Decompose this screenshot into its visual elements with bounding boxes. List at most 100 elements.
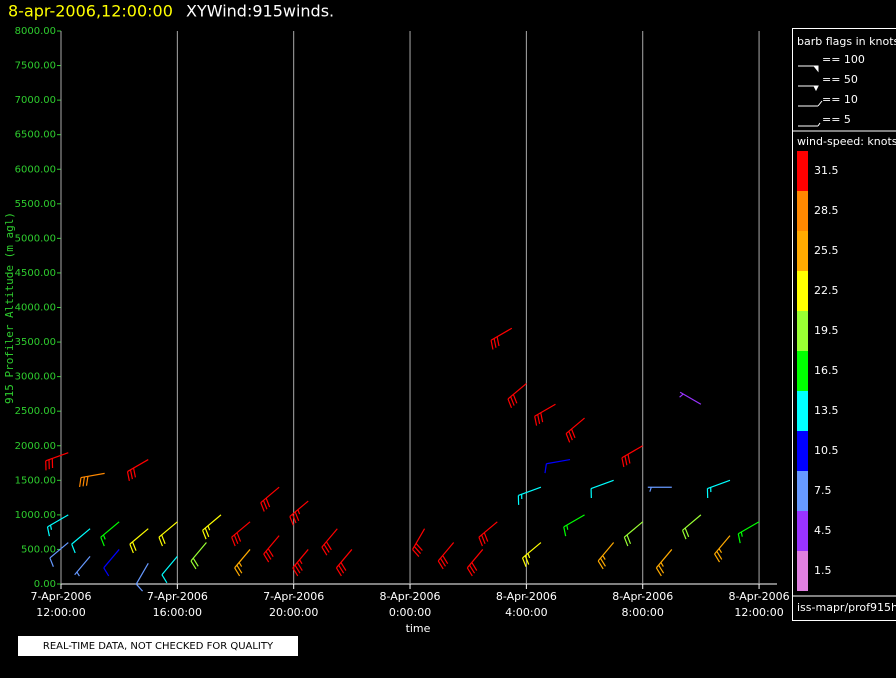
barb-feather <box>491 340 493 349</box>
barb-feather <box>293 514 296 523</box>
y-tick-label: 2000.00 <box>15 441 56 452</box>
x-tick-label: 8:00:00 <box>622 606 664 619</box>
wind-barb <box>130 529 148 553</box>
barb-feather <box>625 456 627 465</box>
wind-barb <box>438 543 453 569</box>
colorbar-label: 1.5 <box>814 564 832 577</box>
x-tick-label: 12:00:00 <box>734 606 783 619</box>
barb-feather <box>47 527 49 536</box>
barb-staff <box>104 549 119 567</box>
y-tick-label: 1000.00 <box>15 510 56 521</box>
wind-barb <box>715 536 730 562</box>
colorbar-swatch <box>797 431 808 471</box>
wind-barb <box>293 549 308 575</box>
barb-feather <box>497 337 499 346</box>
barb-feather <box>572 429 575 438</box>
barb-feather <box>131 470 133 479</box>
barb-feather <box>482 535 485 544</box>
barb-half <box>680 394 684 397</box>
wind-barb <box>46 453 69 471</box>
y-tick-label: 2500.00 <box>15 406 56 417</box>
barb-legend-label: == 50 <box>822 73 858 86</box>
barb-staff <box>127 460 148 472</box>
barb-feather <box>541 413 543 422</box>
wind-barb <box>564 515 585 536</box>
barb-feather <box>203 530 206 539</box>
barb-feather <box>624 537 627 546</box>
barb-feather <box>83 477 84 486</box>
barb-feather <box>162 535 165 544</box>
wind-barb <box>566 418 584 442</box>
x-tick-label: 20:00:00 <box>269 606 318 619</box>
barb-feather <box>159 537 162 546</box>
barb-feather <box>564 527 566 536</box>
barb-feather <box>205 528 208 537</box>
barb-feather <box>479 537 482 546</box>
x-tick-label: 8-Apr-2006 <box>380 590 441 603</box>
barb-staff <box>293 549 308 567</box>
y-tick-label: 4000.00 <box>15 303 56 314</box>
barb-half <box>300 560 302 564</box>
barb-feather <box>290 516 293 525</box>
barb-half <box>719 549 721 553</box>
wind-barb <box>136 563 148 591</box>
wind-barb <box>624 522 642 546</box>
barb-feather <box>80 478 81 487</box>
colorbar-label: 19.5 <box>814 324 839 337</box>
barb-staff <box>46 453 69 461</box>
barb-staff <box>508 384 526 399</box>
barb-staff <box>566 418 584 433</box>
barb-feather <box>266 498 269 507</box>
barb-staff <box>491 328 512 340</box>
x-tick-label: 12:00:00 <box>36 606 85 619</box>
barb-feather <box>133 542 136 551</box>
barb-staff <box>467 549 482 567</box>
wind-barb <box>707 480 730 498</box>
barb-staff <box>680 392 701 404</box>
barb-feather <box>232 537 235 546</box>
wind-barb <box>648 487 672 492</box>
x-tick-label: 8-Apr-2006 <box>612 590 673 603</box>
x-tick-label: 7-Apr-2006 <box>147 590 208 603</box>
barb-feather <box>263 500 266 509</box>
colorbar-swatch <box>797 311 808 351</box>
wind-barb <box>479 522 497 546</box>
barb-staff <box>683 515 701 530</box>
y-tick-label: 5500.00 <box>15 199 56 210</box>
barb-feather <box>136 584 142 591</box>
wind-barb <box>72 529 90 553</box>
barb-half <box>528 553 530 557</box>
wind-barb <box>467 549 482 575</box>
wind-barb <box>591 480 614 498</box>
wind-barb <box>738 522 759 543</box>
barb-feather <box>134 468 136 477</box>
y-tick-label: 1500.00 <box>15 475 56 486</box>
barb-feather <box>494 338 496 347</box>
x-tick-label: 4:00:00 <box>505 606 547 619</box>
barb-half <box>298 510 300 514</box>
wind-barb <box>232 522 250 546</box>
barb-half <box>567 525 568 530</box>
wind-barb <box>336 549 351 575</box>
barb-staff <box>438 543 453 561</box>
wind-barb <box>104 549 119 575</box>
y-tick-label: 8000.00 <box>15 26 56 37</box>
barb-staff <box>564 515 585 527</box>
y-tick-label: 6000.00 <box>15 164 56 175</box>
barb-staff <box>322 529 337 547</box>
wind-barb <box>80 473 105 487</box>
barb-feather <box>72 544 75 553</box>
wind-barb <box>535 404 556 425</box>
wind-barb <box>680 392 701 404</box>
barb-staff <box>72 529 90 544</box>
wind-barb <box>518 487 541 505</box>
barb-feather <box>234 535 237 544</box>
barb-legend-title: barb flags in knots <box>797 35 896 48</box>
barb-half <box>741 532 742 537</box>
barb-staff <box>101 522 119 537</box>
barb-half <box>208 526 210 530</box>
colorbar-swatch <box>797 231 808 271</box>
barb-feather <box>538 415 540 424</box>
colorbar-swatch <box>797 351 808 391</box>
